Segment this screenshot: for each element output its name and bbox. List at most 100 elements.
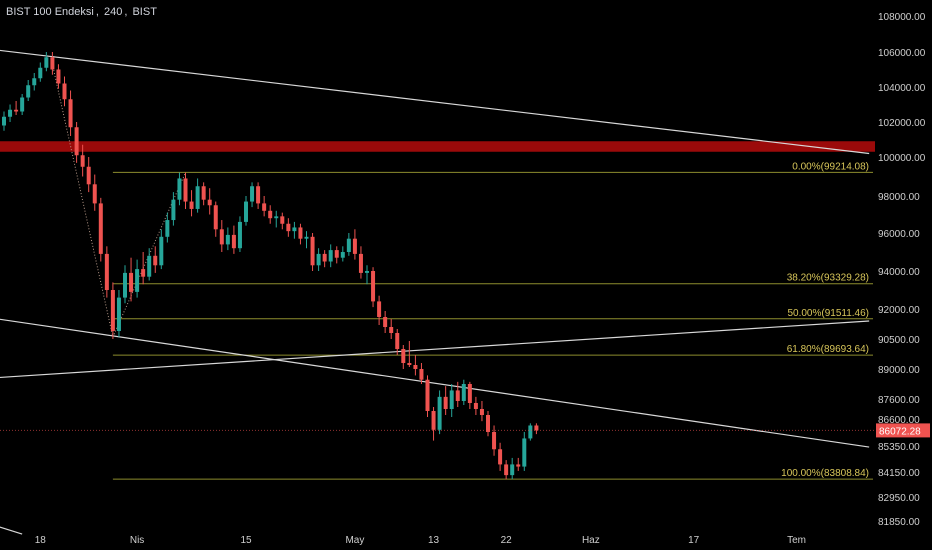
candle[interactable] <box>44 52 49 72</box>
candle[interactable] <box>183 172 188 209</box>
candle[interactable] <box>492 425 497 456</box>
candles-layer[interactable] <box>2 52 539 480</box>
candle[interactable] <box>110 282 115 339</box>
candle[interactable] <box>522 431 527 471</box>
candle[interactable] <box>425 375 430 417</box>
candle[interactable] <box>74 122 79 163</box>
candle[interactable] <box>346 233 351 256</box>
candle[interactable] <box>92 174 97 211</box>
candle[interactable] <box>256 182 261 209</box>
candle[interactable] <box>116 290 121 337</box>
candle[interactable] <box>365 265 369 285</box>
candle[interactable] <box>159 229 164 270</box>
candle[interactable] <box>207 188 212 215</box>
trendline[interactable] <box>0 318 870 448</box>
candle[interactable] <box>413 355 418 376</box>
candle[interactable] <box>86 157 91 193</box>
candle[interactable] <box>461 379 466 405</box>
candle[interactable] <box>231 225 236 254</box>
candle[interactable] <box>437 390 442 435</box>
candle[interactable] <box>195 178 200 213</box>
candle[interactable] <box>504 460 509 480</box>
candle[interactable] <box>68 90 73 137</box>
candle[interactable] <box>62 76 67 107</box>
candle[interactable] <box>286 218 291 237</box>
candle[interactable] <box>298 223 303 245</box>
trendline[interactable] <box>0 49 870 155</box>
trendline[interactable] <box>0 320 870 379</box>
candle[interactable] <box>340 246 345 262</box>
fibonacci-retracement[interactable]: 0.00%(99214.08) 38.20%(93329.28) 50.00%(91… <box>112 161 873 480</box>
candle[interactable] <box>165 212 170 243</box>
candle[interactable] <box>455 381 460 407</box>
candle[interactable] <box>274 210 279 228</box>
candle[interactable] <box>516 457 521 471</box>
interval-label: 240 <box>103 6 123 18</box>
candle[interactable] <box>322 250 327 268</box>
candle[interactable] <box>189 190 194 217</box>
candle[interactable] <box>383 311 388 333</box>
candle[interactable] <box>123 265 127 304</box>
candle[interactable] <box>56 64 61 89</box>
candle[interactable] <box>358 246 363 279</box>
candle[interactable] <box>292 221 297 239</box>
candle[interactable] <box>534 423 539 435</box>
candle[interactable] <box>104 246 109 298</box>
candle[interactable] <box>280 212 285 230</box>
candle[interactable] <box>50 52 55 75</box>
candle[interactable] <box>377 295 382 325</box>
trendline[interactable] <box>0 526 23 535</box>
candle[interactable] <box>528 423 533 441</box>
candle[interactable] <box>20 94 25 115</box>
candle[interactable] <box>98 197 103 262</box>
candle[interactable] <box>147 248 152 281</box>
candle[interactable] <box>310 233 315 271</box>
candle[interactable] <box>2 111 6 131</box>
candle[interactable] <box>407 341 412 367</box>
candle[interactable] <box>153 246 158 273</box>
candle[interactable] <box>141 252 146 285</box>
candle[interactable] <box>443 386 448 415</box>
candle[interactable] <box>213 201 218 237</box>
candle[interactable] <box>510 457 515 480</box>
candle[interactable] <box>38 62 43 82</box>
candle[interactable] <box>244 196 248 226</box>
candle[interactable] <box>449 384 454 417</box>
candle[interactable] <box>304 231 309 249</box>
candle[interactable] <box>250 182 255 208</box>
candle[interactable] <box>237 216 242 252</box>
candle[interactable] <box>26 80 31 101</box>
candle[interactable] <box>177 172 182 206</box>
candle[interactable] <box>32 73 37 91</box>
candle[interactable] <box>219 220 224 252</box>
candle[interactable] <box>389 319 394 339</box>
candle[interactable] <box>8 104 13 123</box>
trendlines-layer[interactable] <box>0 49 870 535</box>
candle[interactable] <box>467 381 472 409</box>
candle[interactable] <box>135 259 140 298</box>
candle[interactable] <box>395 329 400 355</box>
candle[interactable] <box>352 229 357 260</box>
candle[interactable] <box>371 267 376 308</box>
candle[interactable] <box>201 182 206 206</box>
candle[interactable] <box>171 192 176 226</box>
candle[interactable] <box>334 246 339 264</box>
candle[interactable] <box>225 227 230 251</box>
candle[interactable] <box>316 248 321 271</box>
candle[interactable] <box>129 257 134 302</box>
candle[interactable] <box>268 205 273 224</box>
candle[interactable] <box>473 396 478 415</box>
candle[interactable] <box>419 363 424 384</box>
candle[interactable] <box>80 144 85 177</box>
candle[interactable] <box>328 244 333 268</box>
candle[interactable] <box>401 345 406 369</box>
candle[interactable] <box>479 401 484 422</box>
time-axis[interactable]: 18 Nis 15 May 13 22 Haz 17 Tem <box>35 535 806 546</box>
candle[interactable] <box>262 196 267 217</box>
price-axis[interactable]: 108000.00 106000.00 104000.00 102000.00 1000… <box>876 0 932 550</box>
candle[interactable] <box>14 101 19 115</box>
candle[interactable] <box>486 411 490 437</box>
candle[interactable] <box>431 407 436 441</box>
candle[interactable] <box>498 442 503 471</box>
